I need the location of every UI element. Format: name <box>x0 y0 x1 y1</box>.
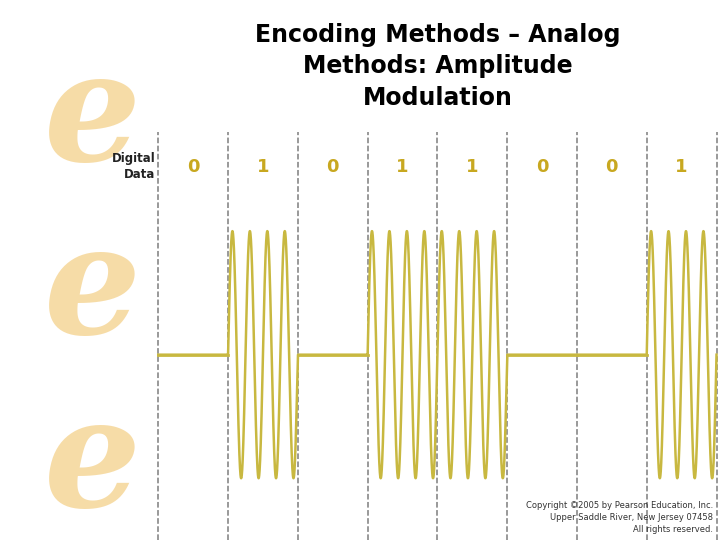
Text: 1: 1 <box>257 158 269 176</box>
Text: e: e <box>45 390 141 539</box>
Text: Encoding Methods – Analog
Methods: Amplitude
Modulation: Encoding Methods – Analog Methods: Ampli… <box>255 23 620 110</box>
Text: 0: 0 <box>326 158 339 176</box>
Text: 1: 1 <box>396 158 409 176</box>
Text: e: e <box>45 44 141 193</box>
Text: 0: 0 <box>187 158 199 176</box>
Text: 1: 1 <box>466 158 479 176</box>
Text: Digital
Data: Digital Data <box>112 152 156 181</box>
Text: 0: 0 <box>536 158 549 176</box>
Text: e: e <box>45 217 141 366</box>
Text: 1: 1 <box>675 158 688 176</box>
Text: Copyright ©2005 by Pearson Education, Inc.
Upper Saddle River, New Jersey 07458
: Copyright ©2005 by Pearson Education, In… <box>526 501 713 534</box>
Text: 0: 0 <box>606 158 618 176</box>
